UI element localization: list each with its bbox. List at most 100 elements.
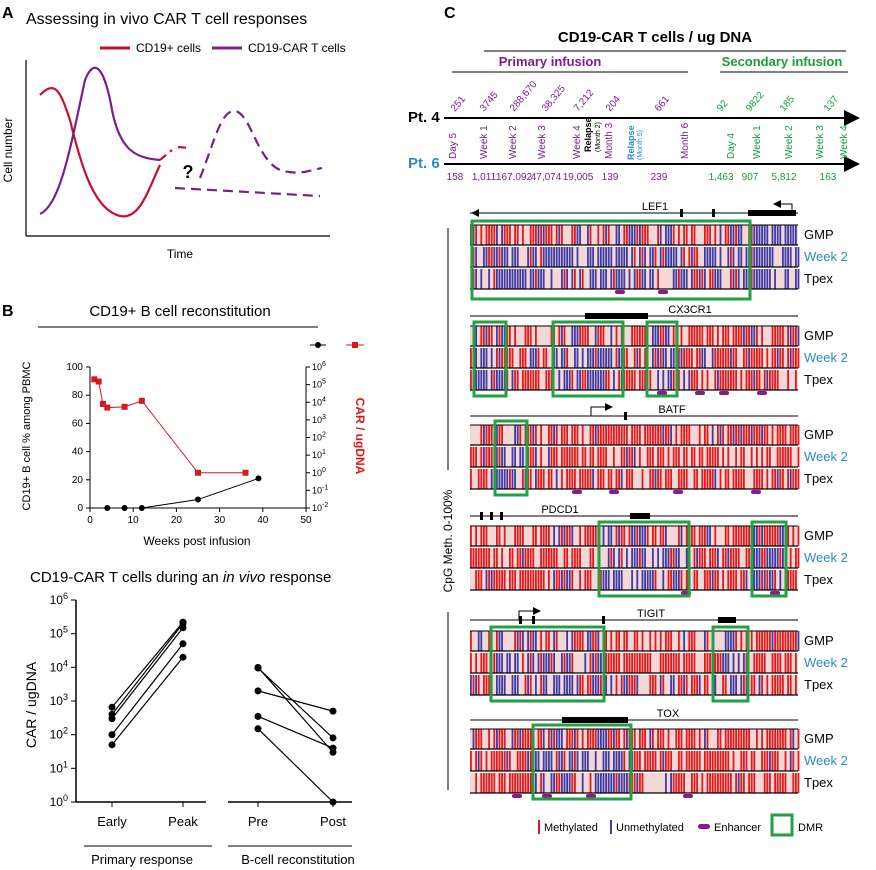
legend-car-label: CD19-CAR T cells bbox=[248, 41, 346, 55]
cpg-bar bbox=[553, 653, 555, 673]
cpg-bar bbox=[522, 729, 524, 749]
cpg-bar bbox=[784, 247, 787, 267]
cpg-bar bbox=[766, 370, 769, 390]
cpg-bar bbox=[498, 653, 501, 673]
cpg-bar bbox=[631, 447, 633, 467]
cpg-bar bbox=[503, 729, 506, 749]
cpg-bar bbox=[685, 653, 688, 673]
exon-bar bbox=[718, 617, 736, 623]
cpg-bar bbox=[558, 247, 561, 267]
cpg-bar bbox=[779, 326, 782, 346]
cpg-bar bbox=[511, 570, 514, 590]
cpg-bar bbox=[475, 225, 477, 245]
cpg-bar bbox=[623, 773, 626, 793]
cpg-bar bbox=[766, 348, 769, 368]
cpg-bar bbox=[636, 631, 639, 651]
cpg-bar bbox=[659, 526, 662, 546]
cpg-bar bbox=[488, 631, 490, 651]
cpg-bar bbox=[587, 526, 589, 546]
cpg-bar bbox=[542, 269, 545, 289]
cpg-bar bbox=[631, 548, 633, 568]
cpg-bar bbox=[680, 326, 683, 346]
pt6-value: 139 bbox=[602, 172, 619, 183]
cpg-bar bbox=[548, 729, 550, 749]
cpg-bar bbox=[784, 773, 787, 793]
cpg-bar bbox=[662, 326, 665, 346]
cpg-bar bbox=[493, 269, 496, 289]
gene-label-batf: BATF bbox=[658, 404, 686, 416]
cpg-bar bbox=[706, 225, 709, 245]
cpg-bar bbox=[633, 526, 636, 546]
cpg-bar bbox=[589, 631, 592, 651]
relapse-pt4-label: Relapse bbox=[583, 117, 593, 152]
cpg-bar bbox=[685, 526, 688, 546]
cpg-bar bbox=[698, 729, 701, 749]
cpg-bar bbox=[774, 631, 776, 651]
cpg-bar bbox=[730, 675, 732, 695]
cpg-bar bbox=[558, 729, 561, 749]
cpg-bar bbox=[776, 729, 779, 749]
cpg-bar bbox=[722, 751, 724, 771]
cpg-bar bbox=[750, 631, 753, 651]
cpg-bar bbox=[678, 469, 680, 489]
cpg-bar bbox=[610, 729, 613, 749]
cpg-bar bbox=[797, 247, 800, 267]
panel-b-bottom: CD19-CAR T cells during an in vivo respo… bbox=[23, 569, 355, 867]
cpg-bar bbox=[730, 570, 732, 590]
cpg-bar bbox=[537, 348, 540, 368]
cpg-bar bbox=[605, 247, 607, 267]
cpg-bar bbox=[470, 370, 472, 390]
cpg-bar bbox=[480, 326, 483, 346]
cpg-bar bbox=[524, 348, 527, 368]
cpg-bar bbox=[496, 225, 498, 245]
cpg-bar bbox=[613, 548, 615, 568]
cpg-bar bbox=[693, 653, 696, 673]
cpg-bar bbox=[740, 225, 743, 245]
cpg-bar bbox=[579, 326, 581, 346]
cpg-bar bbox=[485, 548, 488, 568]
cpg-bar bbox=[761, 526, 763, 546]
cpg-bar bbox=[516, 526, 519, 546]
cpg-bar bbox=[776, 631, 779, 651]
cpg-bar bbox=[607, 348, 610, 368]
cpg-bar bbox=[537, 370, 540, 390]
c-xtick-label: Post bbox=[320, 814, 346, 829]
cpg-bar bbox=[550, 247, 553, 267]
cpg-bar bbox=[680, 570, 683, 590]
cpg-bar bbox=[789, 653, 792, 673]
row-label-tpex: Tpex bbox=[804, 572, 833, 587]
pt6-value: 19,005 bbox=[563, 172, 594, 183]
meth-row-bars bbox=[472, 326, 800, 346]
timeline-labels: Day 5 Week 1 Week 2 Week 3 Week 4 Month 3 Mont… bbox=[447, 79, 850, 183]
meth-row-bars bbox=[470, 469, 800, 489]
cpg-bar bbox=[717, 729, 719, 749]
cpg-bar bbox=[654, 247, 657, 267]
cpg-bar bbox=[727, 225, 730, 245]
cpg-bar bbox=[488, 675, 490, 695]
cpg-bar bbox=[519, 631, 522, 651]
cpg-bar bbox=[737, 526, 740, 546]
cpg-bar bbox=[672, 675, 675, 695]
cpg-bar bbox=[496, 653, 498, 673]
cpg-bar bbox=[706, 773, 709, 793]
cpg-bar bbox=[516, 247, 519, 267]
cpg-bar bbox=[511, 447, 514, 467]
cpg-bar bbox=[568, 729, 571, 749]
cpg-bar bbox=[506, 653, 509, 673]
cpg-bar bbox=[665, 631, 667, 651]
cpg-bar bbox=[579, 631, 581, 651]
cpg-bar bbox=[740, 631, 743, 651]
enhancer-mark bbox=[657, 391, 667, 395]
cpg-bar bbox=[709, 751, 711, 771]
cpg-bar bbox=[662, 348, 665, 368]
cpg-bar bbox=[584, 469, 587, 489]
cpg-bar bbox=[602, 570, 605, 590]
cpg-bar bbox=[737, 773, 740, 793]
cpg-bar bbox=[667, 729, 670, 749]
cpg-bar bbox=[610, 548, 613, 568]
cpg-bar bbox=[672, 348, 675, 368]
cpg-bar bbox=[506, 751, 509, 771]
cpg-bar bbox=[649, 570, 652, 590]
b-ytick-label: 0 bbox=[77, 503, 83, 514]
cpg-bar bbox=[779, 631, 782, 651]
